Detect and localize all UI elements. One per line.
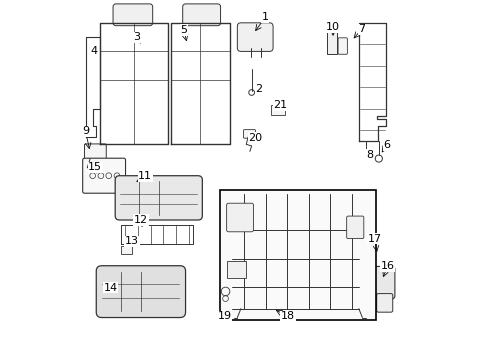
FancyBboxPatch shape xyxy=(113,4,152,26)
Text: 1: 1 xyxy=(261,13,268,22)
FancyBboxPatch shape xyxy=(376,294,392,312)
Text: 14: 14 xyxy=(103,283,117,293)
FancyBboxPatch shape xyxy=(82,158,125,193)
Text: 15: 15 xyxy=(88,162,102,172)
FancyBboxPatch shape xyxy=(227,261,245,278)
Text: 11: 11 xyxy=(138,171,152,181)
Bar xyxy=(220,190,375,320)
Text: 18: 18 xyxy=(281,311,295,321)
Text: 10: 10 xyxy=(325,22,339,32)
Text: 16: 16 xyxy=(380,261,394,271)
FancyBboxPatch shape xyxy=(237,23,272,51)
FancyBboxPatch shape xyxy=(337,38,346,54)
FancyBboxPatch shape xyxy=(84,144,106,159)
FancyBboxPatch shape xyxy=(183,4,220,26)
FancyBboxPatch shape xyxy=(271,105,285,114)
FancyBboxPatch shape xyxy=(346,216,363,239)
FancyBboxPatch shape xyxy=(326,27,336,54)
Text: 17: 17 xyxy=(367,234,381,244)
Text: 12: 12 xyxy=(134,215,148,225)
Text: 9: 9 xyxy=(82,126,89,136)
Text: 20: 20 xyxy=(247,133,262,143)
Text: 3: 3 xyxy=(133,32,140,42)
Text: 8: 8 xyxy=(365,150,372,160)
FancyBboxPatch shape xyxy=(96,266,185,318)
Text: 13: 13 xyxy=(125,237,139,247)
Text: 21: 21 xyxy=(273,100,286,110)
Text: 7: 7 xyxy=(357,24,365,34)
Text: 4: 4 xyxy=(91,46,98,56)
FancyBboxPatch shape xyxy=(115,176,202,220)
FancyBboxPatch shape xyxy=(121,246,132,254)
FancyBboxPatch shape xyxy=(243,130,255,138)
Text: 6: 6 xyxy=(383,140,389,150)
Text: 5: 5 xyxy=(180,25,187,35)
FancyBboxPatch shape xyxy=(369,266,394,299)
FancyBboxPatch shape xyxy=(226,203,253,232)
Text: 2: 2 xyxy=(255,84,262,94)
Text: 19: 19 xyxy=(217,311,231,321)
